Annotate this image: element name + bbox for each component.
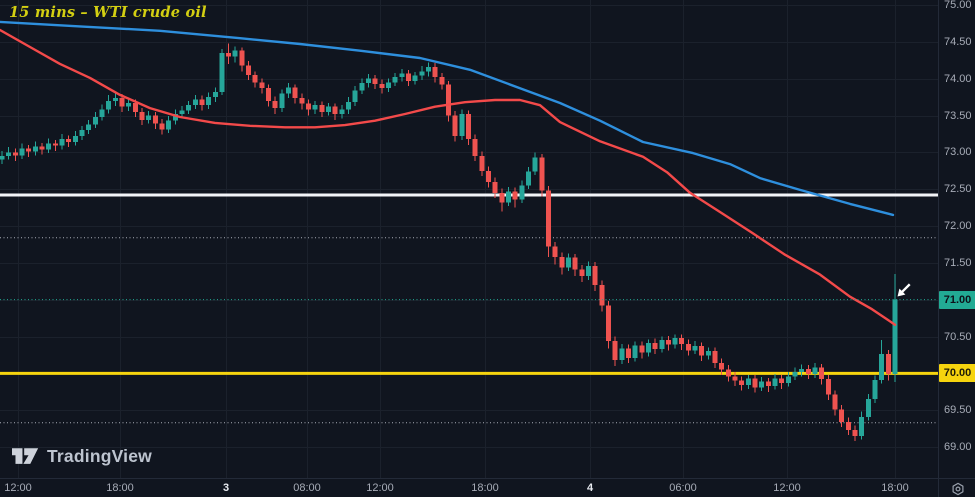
- time-axis-label: 18:00: [471, 482, 499, 494]
- grid-layer: [0, 0, 938, 478]
- chart-plot[interactable]: [0, 0, 938, 478]
- tradingview-logo-icon: [12, 448, 39, 464]
- time-axis[interactable]: 12:00 18:00 3 08:00 12:00 18:00 4 06:00 12:00 18:…: [0, 478, 938, 497]
- price-axis[interactable]: 71.00 70.00 75.00 74.50 74.00 73.50 73.00 72.…: [938, 0, 975, 478]
- axis-settings-corner[interactable]: [938, 478, 975, 497]
- gear-icon[interactable]: [951, 482, 965, 496]
- mouse-cursor-arrow-icon: [896, 282, 912, 298]
- tradingview-logo-text: TradingView: [47, 446, 152, 466]
- price-axis-label: 71.50: [944, 256, 972, 269]
- tradingview-logo[interactable]: TradingView: [12, 446, 152, 467]
- time-axis-label: 08:00: [293, 482, 321, 494]
- ma-slow-line: [0, 20, 895, 217]
- ma-fast-line: [0, 28, 897, 326]
- price-axis-label: 75.00: [944, 0, 972, 11]
- time-axis-label: 12:00: [773, 482, 801, 494]
- price-axis-label: 73.50: [944, 109, 972, 122]
- price-axis-label: 69.50: [944, 404, 972, 417]
- chart-legend-title[interactable]: 15 mins – WTI crude oil: [9, 4, 207, 21]
- price-axis-label: 69.00: [944, 441, 972, 453]
- time-axis-label: 12:00: [4, 482, 32, 494]
- time-axis-label: 12:00: [366, 482, 394, 494]
- price-axis-label: 72.50: [944, 183, 972, 196]
- price-axis-label: 72.00: [944, 220, 972, 232]
- price-axis-label: 74.50: [944, 35, 972, 48]
- time-axis-day-label: 3: [222, 482, 230, 494]
- price-axis-label: 74.00: [944, 72, 972, 85]
- yellow-line-price-label: 70.00: [939, 364, 975, 383]
- price-axis-label: 70.50: [944, 330, 972, 343]
- current-price-label: 71.00: [939, 290, 975, 309]
- time-axis-label: 18:00: [106, 482, 134, 494]
- level-lines: [0, 193, 938, 424]
- time-axis-label: 18:00: [881, 482, 909, 494]
- time-axis-day-label: 4: [586, 482, 594, 494]
- price-axis-label: 73.00: [944, 146, 972, 159]
- candles-layer: [0, 43, 898, 442]
- time-axis-label: 06:00: [669, 482, 697, 494]
